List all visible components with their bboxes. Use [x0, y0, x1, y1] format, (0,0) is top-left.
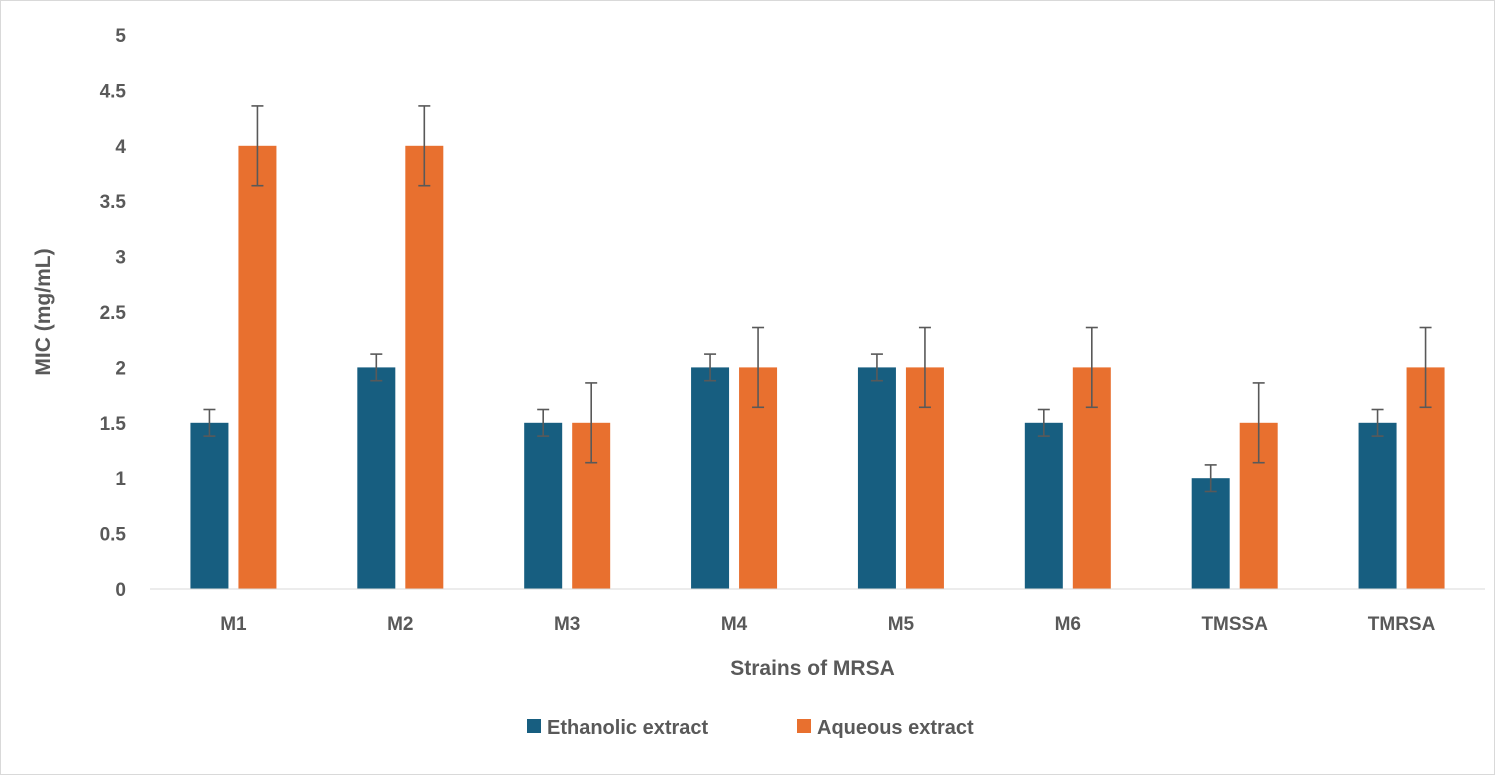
error-bar — [203, 408, 216, 437]
bar-ethanolic-m2 — [357, 367, 396, 589]
y-tick-label: 4.5 — [100, 81, 127, 102]
error-bar — [1419, 326, 1432, 409]
y-axis-ticks: 0 0.5 1 1.5 2 2.5 3 3.5 4 4.5 5 — [100, 26, 127, 601]
legend-swatch — [527, 719, 541, 733]
error-bar — [370, 353, 383, 382]
bar-aqueous-m2 — [405, 145, 444, 590]
y-tick-label: 0 — [115, 580, 126, 601]
x-axis-ticks: M1 M2 M3 M4 M5 M6 TMSSA TMRSA — [220, 614, 1435, 635]
bar-ethanolic-m4 — [691, 367, 730, 589]
y-axis-title: MIC (mg/mL) — [32, 248, 55, 375]
bars — [190, 145, 1445, 590]
y-tick-label: 1.5 — [100, 414, 127, 435]
x-axis-title: Strains of MRSA — [730, 657, 895, 680]
x-tick-label: M1 — [220, 614, 247, 635]
error-bar — [1037, 408, 1050, 437]
legend: Ethanolic extract Aqueous extract — [527, 717, 974, 739]
legend-swatch — [797, 719, 811, 733]
x-tick-label: M4 — [721, 614, 748, 635]
y-tick-label: 5 — [115, 26, 126, 47]
bar-ethanolic-tmrsa — [1358, 422, 1397, 589]
x-tick-label: M3 — [554, 614, 580, 635]
error-bar — [752, 326, 765, 409]
error-bar — [1085, 326, 1098, 409]
error-bar — [704, 353, 717, 382]
y-tick-label: 0.5 — [100, 525, 127, 546]
x-tick-label: TMRSA — [1368, 614, 1436, 635]
x-tick-label: TMSSA — [1201, 614, 1268, 635]
error-bar — [1371, 408, 1384, 437]
legend-item-ethanolic: Ethanolic extract — [527, 717, 709, 739]
bar-aqueous-m1 — [238, 145, 277, 590]
y-tick-label: 2.5 — [100, 303, 127, 324]
x-tick-label: M5 — [888, 614, 915, 635]
bar-ethanolic-m5 — [857, 367, 896, 589]
y-tick-label: 2 — [115, 358, 126, 379]
y-tick-label: 1 — [115, 469, 126, 490]
bar-ethanolic-m1 — [190, 422, 229, 589]
y-tick-label: 4 — [115, 137, 126, 158]
bar-ethanolic-m6 — [1024, 422, 1063, 589]
error-bar — [418, 105, 431, 187]
bar-ethanolic-m3 — [524, 422, 563, 589]
error-bar — [870, 353, 883, 382]
x-tick-label: M2 — [387, 614, 413, 635]
error-bar — [918, 326, 931, 409]
y-tick-label: 3 — [115, 248, 126, 269]
x-tick-label: M6 — [1055, 614, 1081, 635]
error-bars — [203, 105, 1432, 493]
legend-label: Aqueous extract — [817, 717, 974, 739]
legend-item-aqueous: Aqueous extract — [797, 717, 974, 739]
error-bar — [1204, 464, 1217, 493]
y-tick-label: 3.5 — [100, 192, 127, 213]
bar-ethanolic-tmssa — [1191, 478, 1230, 589]
error-bar — [585, 382, 598, 464]
legend-label: Ethanolic extract — [547, 717, 709, 739]
error-bar — [1252, 382, 1265, 464]
error-bar — [537, 408, 550, 437]
error-bar — [251, 105, 264, 187]
